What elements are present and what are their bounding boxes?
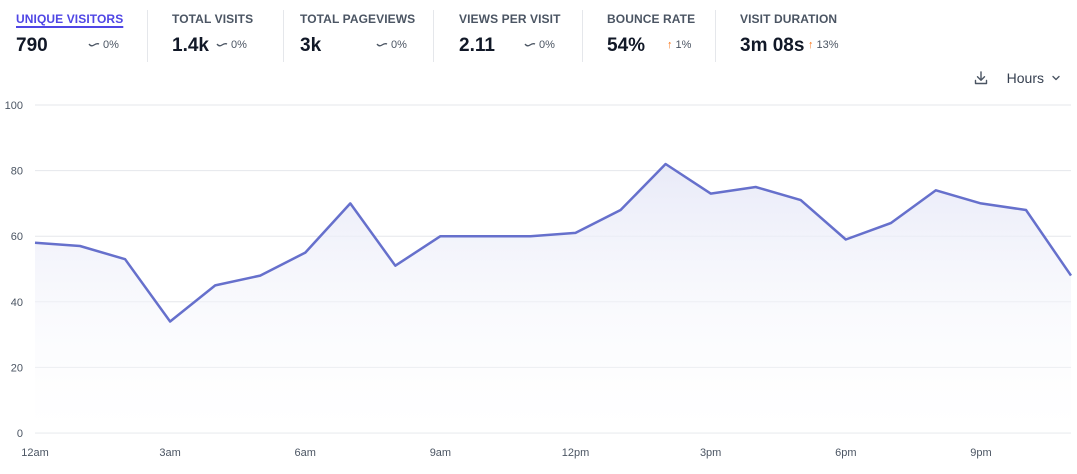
stat-total-visits[interactable]: TOTAL VISITS 1.4k 0% (148, 0, 284, 64)
y-tick-label: 80 (11, 166, 23, 178)
stat-change-value: 0% (391, 39, 407, 51)
data-point-1pm (617, 206, 625, 214)
data-point-10pm (1022, 206, 1030, 214)
trend-up-icon: ↑ (667, 39, 673, 51)
stat-change-value: 13% (816, 39, 839, 51)
stat-change: ↑ 1% (667, 39, 691, 51)
y-tick-label: 60 (11, 231, 23, 243)
stats-bar: UNIQUE VISITORS 790 0% TOTAL VISITS 1.4k… (0, 0, 1077, 64)
data-point-10am (481, 232, 489, 240)
stat-visit-duration[interactable]: VISIT DURATION 3m 08s ↑ 13% (716, 0, 877, 64)
y-tick-label: 100 (5, 100, 23, 112)
data-point-12pm (572, 229, 580, 237)
x-axis: 12am 3am 6am 9am 12pm 3pm 6pm 9pm (21, 447, 991, 459)
data-point-11am (526, 232, 534, 240)
chevron-down-icon (1052, 75, 1060, 81)
stat-label: TOTAL PAGEVIEWS (300, 12, 416, 26)
stat-value: 1.4k (172, 35, 209, 56)
y-tick-label: 40 (11, 297, 23, 309)
stat-value: 2.11 (459, 35, 495, 56)
stat-label: VIEWS PER VISIT (459, 12, 561, 26)
data-point-5pm (797, 196, 805, 204)
stat-divider (283, 10, 284, 62)
data-point-3am (166, 317, 174, 325)
x-tick-label: 9pm (970, 447, 991, 459)
stat-label: VISIT DURATION (740, 12, 838, 26)
trend-flat-icon (216, 43, 228, 47)
download-icon[interactable] (973, 70, 989, 86)
data-point-8am (391, 262, 399, 270)
stat-label: UNIQUE VISITORS (16, 12, 124, 26)
stat-change: 0% (376, 39, 407, 51)
stat-label: TOTAL VISITS (172, 12, 254, 26)
data-point-1am (76, 242, 84, 250)
data-point-5am (256, 272, 264, 280)
x-tick-label: 12pm (562, 447, 590, 459)
data-point-6am (301, 249, 309, 257)
stat-total-pageviews[interactable]: TOTAL PAGEVIEWS 3k 0% (284, 0, 434, 64)
trend-flat-icon (524, 43, 536, 47)
stat-label: BOUNCE RATE (607, 12, 696, 26)
data-point-2pm (662, 160, 670, 168)
data-point-11pm (1067, 272, 1075, 280)
stat-change: 0% (216, 39, 247, 51)
chart-controls: Hours (973, 70, 1061, 86)
x-tick-label: 6am (295, 447, 316, 459)
stat-change: 0% (524, 39, 555, 51)
stat-change-value: 0% (539, 39, 555, 51)
stat-value: 54% (607, 35, 646, 56)
series-line (34, 162, 1073, 323)
stat-divider (715, 10, 716, 62)
data-point-8pm (932, 186, 940, 194)
stat-divider (433, 10, 434, 62)
stat-change: 0% (88, 39, 119, 51)
trend-flat-icon (376, 43, 388, 47)
stat-bounce-rate[interactable]: BOUNCE RATE 54% ↑ 1% (583, 0, 716, 64)
trend-flat-icon (88, 43, 100, 47)
trend-up-icon: ↑ (808, 39, 814, 51)
x-tick-label: 9am (430, 447, 451, 459)
stat-value: 790 (16, 35, 48, 56)
stat-value: 3m 08s (740, 35, 805, 56)
stat-views-per-visit[interactable]: VIEWS PER VISIT 2.11 0% (434, 0, 583, 64)
y-axis: 0 20 40 60 80 100 (5, 100, 23, 440)
data-point-7pm (887, 219, 895, 227)
x-tick-label: 3pm (700, 447, 721, 459)
data-point-4pm (752, 183, 760, 191)
stat-value: 3k (300, 35, 322, 56)
interval-select[interactable]: Hours (1007, 70, 1061, 86)
y-tick-label: 20 (11, 362, 23, 374)
x-tick-label: 6pm (835, 447, 856, 459)
x-tick-label: 3am (159, 447, 180, 459)
data-point-9pm (977, 199, 985, 207)
stat-change-value: 0% (231, 39, 247, 51)
data-point-6pm (842, 235, 850, 243)
stat-unique-visitors[interactable]: UNIQUE VISITORS 790 0% (0, 0, 148, 64)
data-point-9am (436, 232, 444, 240)
data-point-3pm (707, 190, 715, 198)
data-point-12am (31, 239, 39, 247)
y-tick-label: 0 (17, 428, 23, 440)
stat-divider (147, 10, 148, 62)
stat-change: ↑ 13% (808, 39, 839, 51)
series-area (35, 164, 1071, 433)
data-point-7am (346, 199, 354, 207)
visitors-chart: 0 20 40 60 80 100 12am 3am 6am 9am 12pm 3pm 6pm 9pm (5, 100, 1075, 459)
interval-label: Hours (1006, 70, 1044, 86)
stat-change-value: 0% (103, 39, 119, 51)
x-tick-label: 12am (21, 447, 49, 459)
stat-change-value: 1% (675, 39, 692, 51)
data-point-2am (121, 255, 129, 263)
stat-divider (582, 10, 583, 62)
data-point-4am (211, 281, 219, 289)
